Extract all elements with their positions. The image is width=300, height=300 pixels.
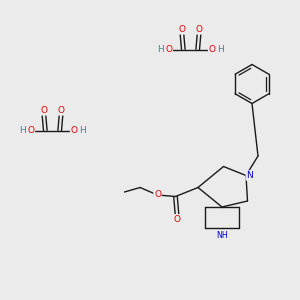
Text: H: H bbox=[158, 45, 164, 54]
Text: O: O bbox=[173, 215, 181, 224]
Text: O: O bbox=[154, 190, 161, 199]
Text: NH: NH bbox=[216, 231, 228, 240]
Text: H: H bbox=[217, 45, 224, 54]
Text: H: H bbox=[20, 126, 26, 135]
Text: O: O bbox=[27, 126, 34, 135]
Text: O: O bbox=[70, 126, 78, 135]
Text: H: H bbox=[79, 126, 86, 135]
Text: N: N bbox=[246, 171, 253, 180]
Text: O: O bbox=[196, 25, 202, 34]
Text: O: O bbox=[58, 106, 64, 115]
Text: O: O bbox=[40, 106, 47, 115]
Text: O: O bbox=[165, 45, 172, 54]
Text: O: O bbox=[178, 25, 185, 34]
Text: O: O bbox=[208, 45, 216, 54]
